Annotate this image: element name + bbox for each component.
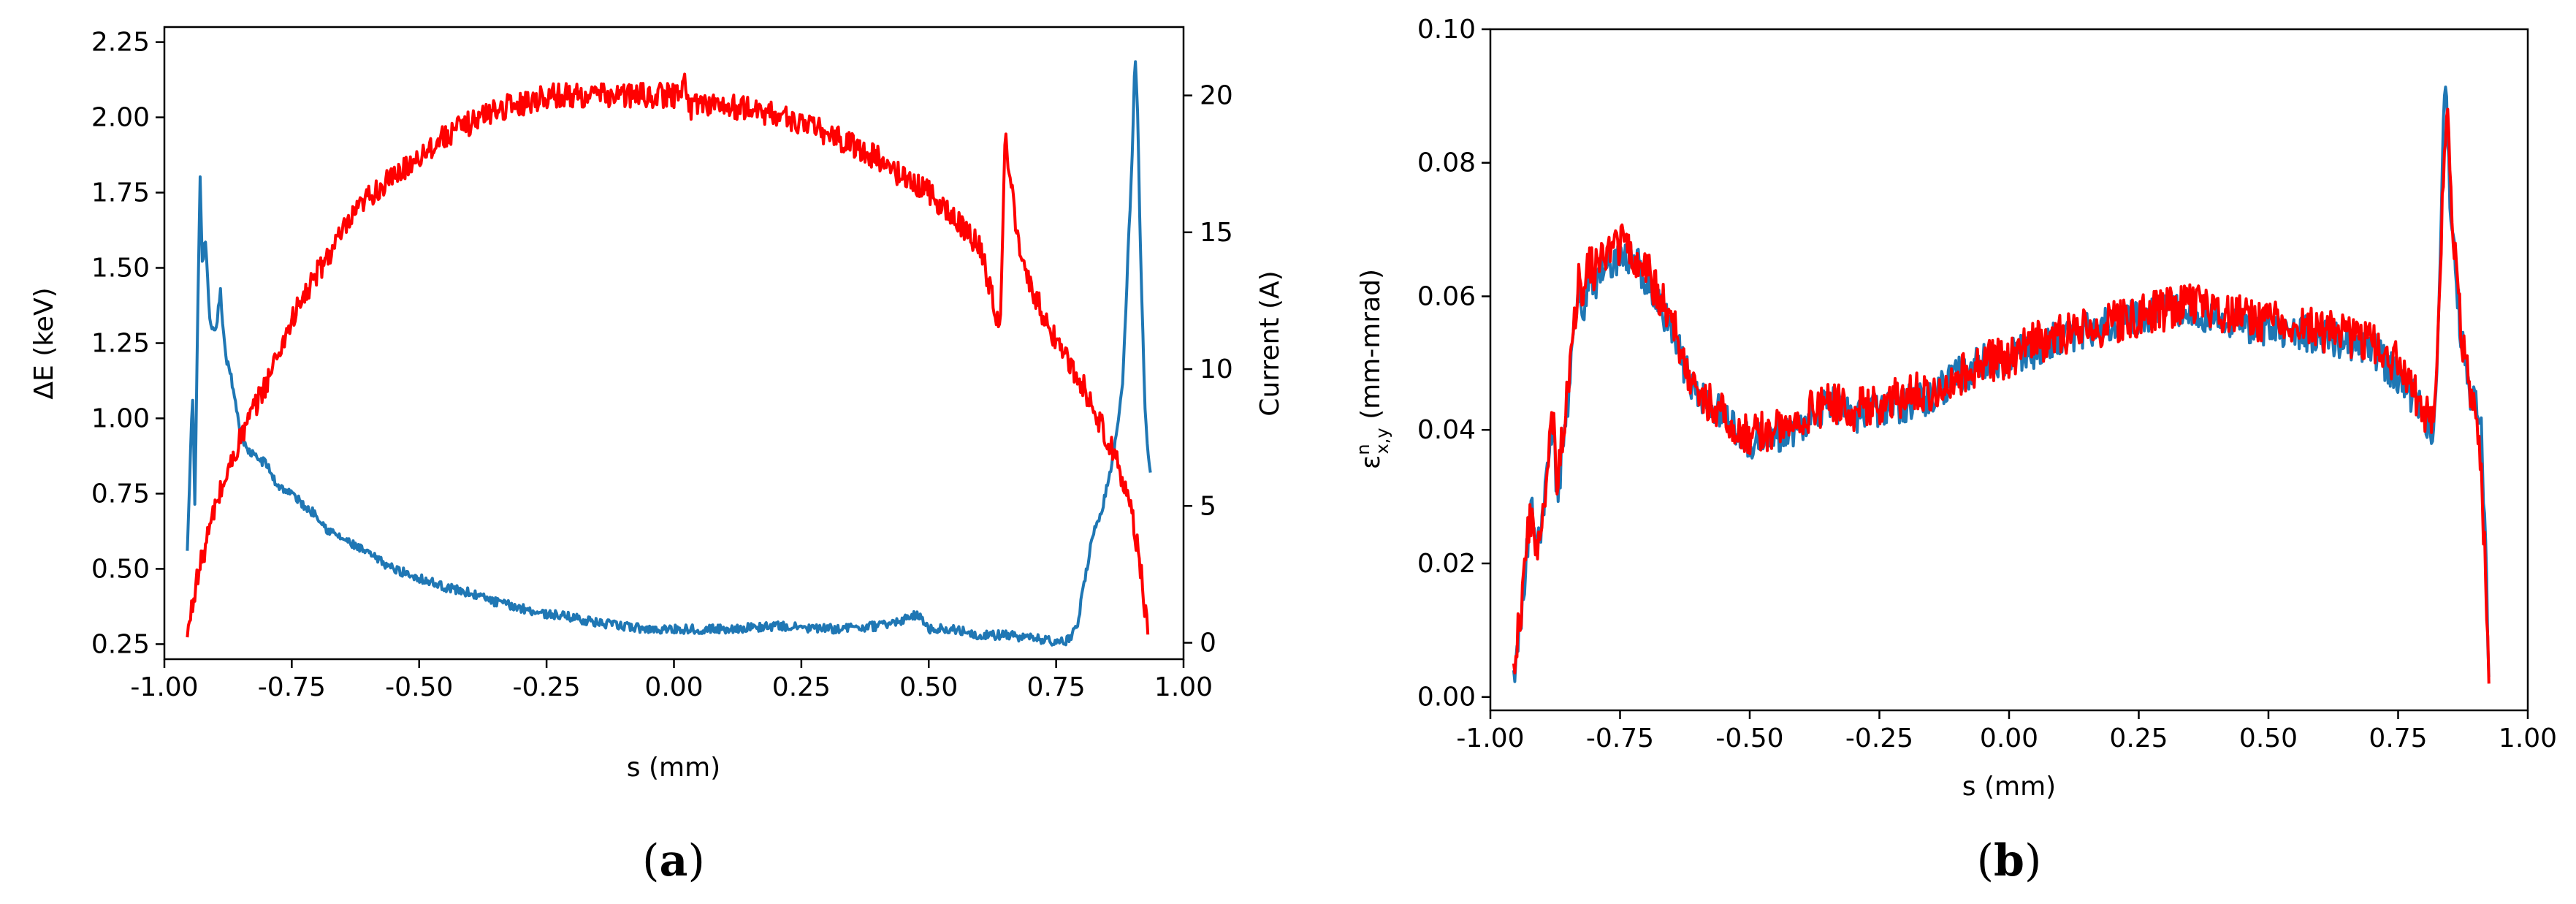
- chart0-x-tick-label: 0.00: [644, 672, 703, 702]
- chart1-series-1-line: [1512, 86, 2491, 683]
- chart1-x-tick-label: 0.50: [2239, 723, 2298, 753]
- chart1-x-tick-label: -1.00: [1456, 723, 1524, 753]
- b-y-axis-label-sup: n: [1353, 444, 1373, 455]
- a-y-axis-label: ΔE (keV): [29, 287, 59, 399]
- chart1-x-tick-label: 0.75: [2369, 723, 2427, 753]
- chart0-y-tick-label: 1.75: [91, 178, 150, 208]
- a-plot-frame: [163, 26, 1185, 661]
- chart0-y-tick-label: 2.00: [91, 103, 150, 133]
- chart1-y-tick-label: 0.08: [1417, 148, 1476, 178]
- chart1-x-tick-label: -0.50: [1715, 723, 1783, 753]
- b-x-axis-label: s (mm): [1962, 772, 2056, 802]
- chart-a: 0.25 0.50 0.75 1.00 1.25 1.50 1.75 2.00 2.25 0 5 1…: [29, 26, 1285, 886]
- chart0-x-tick-label: 0.50: [899, 672, 958, 702]
- chart1-x-tick-label: -0.75: [1586, 723, 1654, 753]
- a-x-axis-label: s (mm): [627, 753, 720, 783]
- chart1-y-tick-label: 0.10: [1417, 15, 1476, 45]
- chart1-y-tick-label: 0.02: [1417, 549, 1476, 579]
- chart-b: 0.00 0.02 0.04 0.06 0.08 0.10 -1.00 -0.75 -0.50…: [1353, 15, 2557, 886]
- b-panel-label: (b): [1977, 835, 2042, 886]
- chart0-y2-tick-label: 10: [1200, 354, 1233, 384]
- b-panel-label-open: (: [1977, 835, 1994, 886]
- a-panel-label-letter: a: [660, 835, 688, 886]
- b-y-axis-label: εnx,y (mm-mrad): [1353, 269, 1392, 469]
- chart0-x-tick-label: 0.75: [1027, 672, 1086, 702]
- chart0-x-tick-label: -0.75: [258, 672, 326, 702]
- chart1-series-2-line: [1512, 107, 2491, 684]
- chart1-y-tick-label: 0.06: [1417, 281, 1476, 311]
- b-y-axis-label-main: ε: [1356, 455, 1386, 469]
- a-series-lines: [186, 60, 1152, 647]
- a-y2-axis-label: Current (A): [1255, 270, 1285, 416]
- b-y-axis-label-sub: x,y: [1372, 428, 1392, 454]
- chart0-x-tick-label: -0.25: [513, 672, 581, 702]
- chart0-x-tick-label: -1.00: [130, 672, 198, 702]
- chart0-y-tick-label: 1.25: [91, 329, 150, 359]
- a-panel-label: (a): [642, 835, 705, 886]
- chart1-x-tick-label: -0.25: [1845, 723, 1913, 753]
- b-x-ticks: -1.00 -0.75 -0.50 -0.25 0.00 0.25 0.50 0.75 1.00: [1456, 710, 2557, 753]
- a-x-ticks: -1.00 -0.75 -0.50 -0.25 0.00 0.25 0.50 0.75 1.00: [130, 659, 1213, 702]
- chart0-y2-tick-label: 15: [1200, 218, 1233, 248]
- chart1-y-tick-label: 0.04: [1417, 415, 1476, 445]
- b-panel-label-letter: b: [1994, 835, 2024, 886]
- chart0-x-tick-label: 1.00: [1154, 672, 1213, 702]
- chart1-y-tick-label: 0.00: [1417, 683, 1476, 713]
- chart0-x-tick-label: 0.25: [772, 672, 831, 702]
- b-y-ticks: 0.00 0.02 0.04 0.06 0.08 0.10: [1417, 15, 1490, 713]
- chart1-x-tick-label: 0.00: [1980, 723, 2038, 753]
- chart0-series-1-line: [186, 60, 1152, 647]
- b-y-axis-label-rest: (mm-mrad): [1356, 269, 1386, 428]
- chart0-y-tick-label: 0.25: [91, 629, 150, 659]
- chart0-y-tick-label: 1.00: [91, 403, 150, 433]
- a-panel-label-open: (: [642, 835, 659, 886]
- chart0-x-tick-label: -0.50: [385, 672, 453, 702]
- chart0-y-tick-label: 2.25: [91, 28, 150, 58]
- chart0-y2-tick-label: 0: [1200, 628, 1216, 658]
- chart1-x-tick-label: 0.25: [2109, 723, 2168, 753]
- chart0-y2-tick-label: 5: [1200, 491, 1216, 521]
- chart1-x-tick-label: 1.00: [2499, 723, 2557, 753]
- chart0-y2-tick-label: 20: [1200, 81, 1233, 111]
- chart0-y-tick-label: 0.75: [91, 479, 150, 509]
- b-plot-frame: [1489, 28, 2529, 712]
- a-y-ticks: 0.25 0.50 0.75 1.00 1.25 1.50 1.75 2.00 2.25: [91, 28, 164, 659]
- b-panel-label-close: ): [2024, 835, 2041, 886]
- a-panel-label-close: ): [687, 835, 704, 886]
- chart0-y-tick-label: 0.50: [91, 554, 150, 584]
- chart0-y-tick-label: 1.50: [91, 254, 150, 284]
- chart0-series-2-line: [186, 72, 1150, 638]
- b-series-lines: [1512, 86, 2491, 684]
- a-y2-ticks: 0 5 10 15 20: [1184, 81, 1233, 658]
